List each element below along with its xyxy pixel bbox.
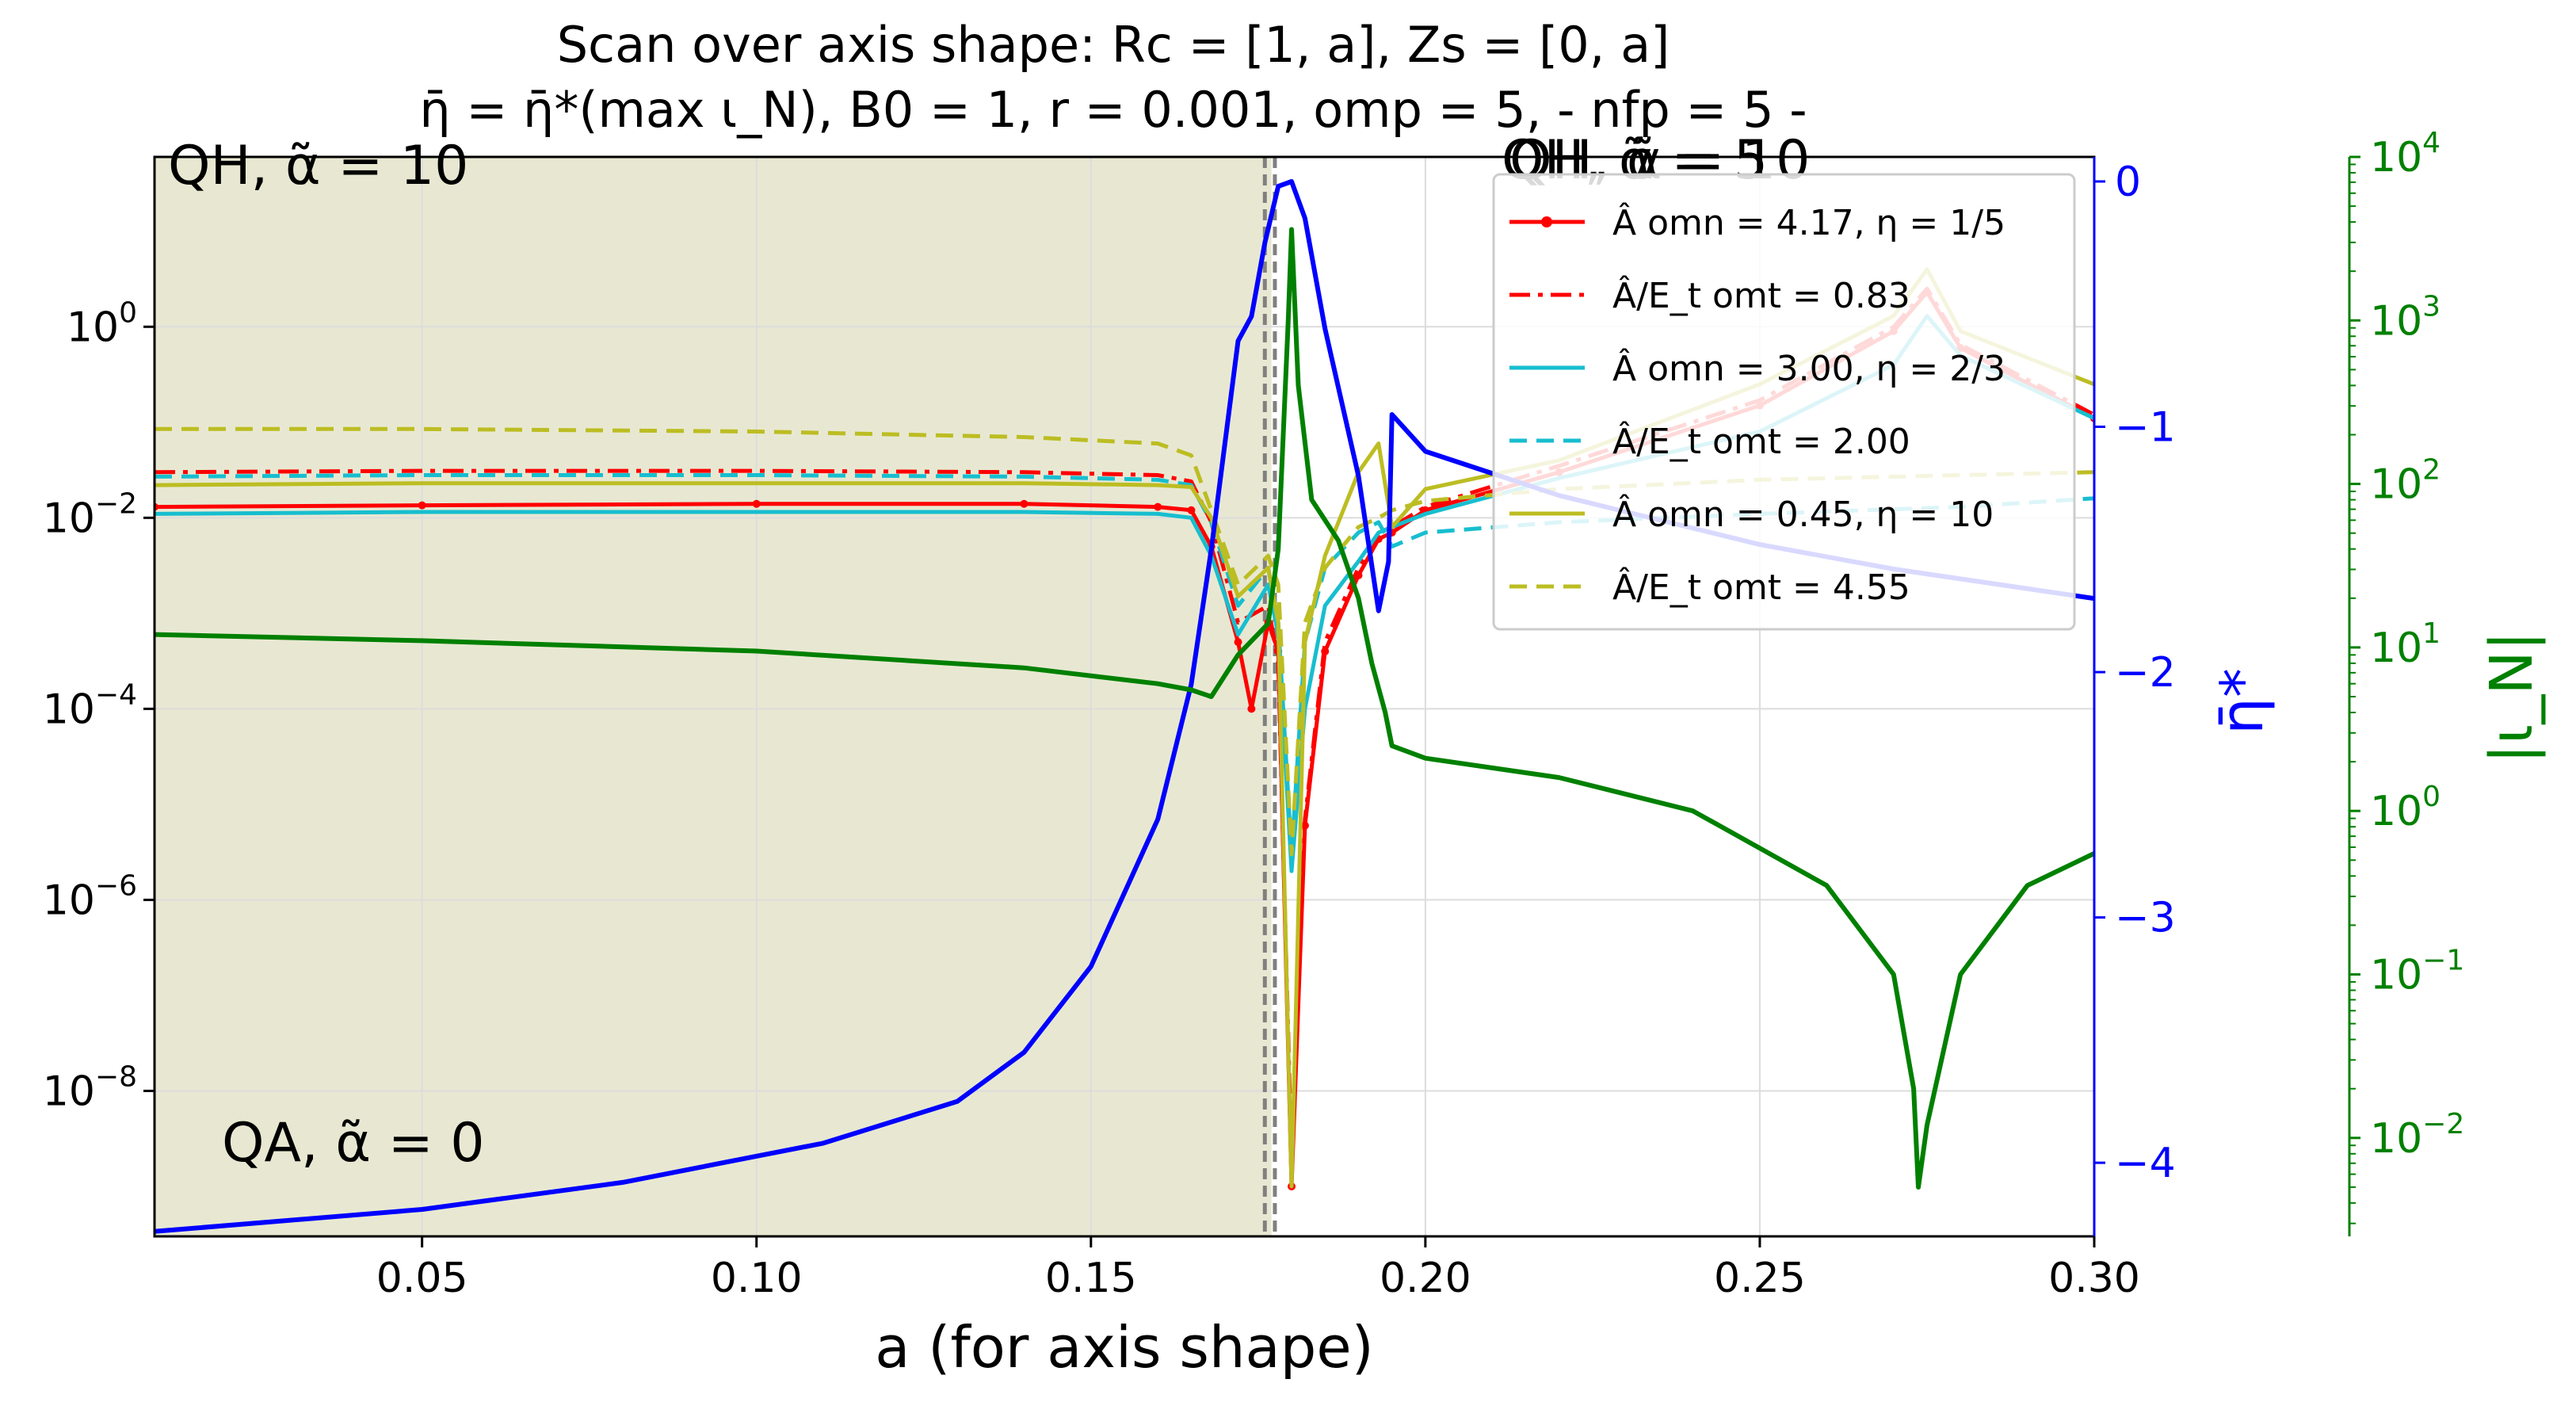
legend-entries: Â omn = 4.17, η = 1/5 Â/E_t omt = 0.83 Â o… [1509, 201, 2005, 608]
series-line [155, 286, 2094, 1160]
eta-tick-label: −3 [2115, 895, 2176, 942]
y-left-tick-label: 10−4 [43, 678, 137, 733]
legend-box [1492, 173, 2076, 631]
eta-tick-label: −4 [2115, 1140, 2176, 1187]
series-line [155, 227, 2094, 1190]
series-line [155, 179, 2094, 1234]
series-point [1187, 506, 1196, 514]
y-left-tick-label: 10−6 [43, 869, 137, 924]
series-point [1020, 499, 1028, 508]
region-label-qa: QA, α̃ = 0 [222, 1112, 485, 1175]
x-tick-label: 0.25 [1714, 1255, 1806, 1302]
x-tick-label: 0.10 [711, 1255, 803, 1302]
iota-tick-label: 101 [2370, 617, 2441, 672]
iota-tick-label: 10−2 [2370, 1108, 2464, 1163]
y-axis-right-eta: 0 −1 −2 −3 −4 [2093, 157, 2176, 1236]
series-point [418, 501, 426, 510]
iota-tick-label: 100 [2370, 781, 2441, 835]
grid-lines [155, 157, 2094, 1236]
shaded-region [155, 157, 1272, 1236]
eta-tick-label: −1 [2115, 404, 2176, 452]
legend-label: Â omn = 4.17, η = 1/5 [1612, 201, 2005, 243]
chart-title-line2: η̄ = η̄*(max ι_N), B0 = 1, r = 0.001, om… [419, 81, 1807, 139]
legend-label: Â/E_t omt = 2.00 [1612, 420, 1910, 462]
x-tick-label: 0.20 [1380, 1255, 1471, 1302]
legend-label: Â omn = 0.45, η = 10 [1612, 493, 1994, 535]
x-tick-label: 0.15 [1045, 1255, 1137, 1302]
x-axis: 0.05 0.10 0.15 0.20 0.25 0.30 [376, 1236, 2140, 1302]
iota-tick-label: 102 [2370, 454, 2441, 509]
y-left-tick-label: 100 [67, 296, 137, 351]
eta-tick-label: 0 [2115, 159, 2141, 206]
series-point [1154, 502, 1162, 511]
region-label-qh-left: QH, α̃ = 10 [168, 135, 468, 197]
series-point [752, 499, 761, 508]
y-axis-right-iota-label: |ι_N| [2478, 631, 2546, 763]
x-tick-label: 0.05 [376, 1255, 468, 1302]
chart-title-line1: Scan over axis shape: Rc = [1, a], Zs = … [557, 16, 1670, 74]
iota-tick-label: 104 [2370, 127, 2441, 181]
y-axis-right-iota: 104 103 102 101 100 10−1 10−2 [2348, 127, 2464, 1236]
vertical-markers [1262, 157, 1277, 1236]
y-left-tick-label: 10−2 [43, 487, 137, 542]
legend-marker [1541, 216, 1552, 227]
y-axis-left: 100 10−2 10−4 10−6 10−8 [43, 296, 155, 1115]
eta-tick-label: −2 [2115, 649, 2176, 697]
y-left-tick-label: 10−8 [43, 1060, 137, 1115]
x-axis-label: a (for axis shape) [875, 1314, 1373, 1381]
series-point [1234, 638, 1242, 647]
iota-tick-label: 10−1 [2370, 944, 2464, 999]
legend-label: Â/E_t omt = 4.55 [1612, 566, 1910, 608]
x-tick-label: 0.30 [2048, 1255, 2140, 1302]
legend-label: Â omn = 3.00, η = 2/3 [1612, 347, 2005, 389]
series-point [1247, 705, 1256, 713]
legend-label: Â/E_t omt = 0.83 [1612, 274, 1910, 316]
iota-tick-label: 103 [2370, 290, 2441, 345]
y-axis-right-eta-label: η̄* [2208, 668, 2276, 735]
legend: Â omn = 4.17, η = 1/5 Â/E_t omt = 0.83 Â o… [1492, 173, 2076, 631]
